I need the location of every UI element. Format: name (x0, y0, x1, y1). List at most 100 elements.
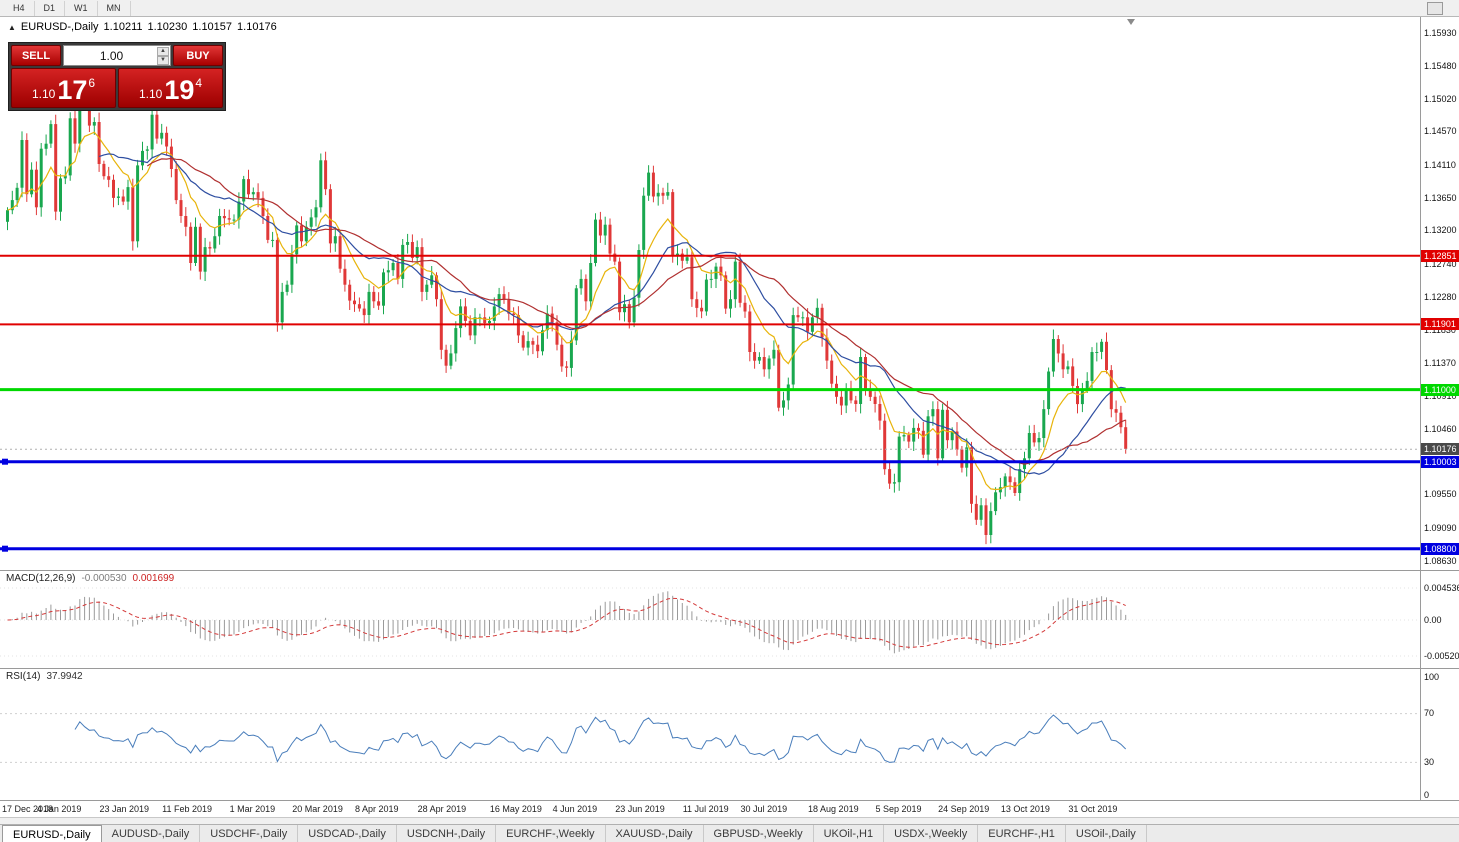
date-label: 13 Oct 2019 (1000, 804, 1050, 814)
date-label: 17 Dec 2018 (2, 804, 54, 814)
chart-tab-ukoil-h1[interactable]: UKOil-,H1 (814, 825, 885, 842)
price-tick: 1.14110 (1424, 160, 1456, 170)
level-price-label: 1.08800 (1421, 543, 1459, 555)
chart-tab-eurusd-daily[interactable]: EURUSD-,Daily (2, 825, 102, 842)
chart-tab-eurchf-h1[interactable]: EURCHF-,H1 (978, 825, 1066, 842)
volume-input[interactable] (64, 47, 170, 64)
chart-tab-gbpusd-weekly[interactable]: GBPUSD-,Weekly (704, 825, 814, 842)
time-axis-separator (0, 800, 1459, 801)
rsi-axis-label: 70 (1424, 708, 1435, 718)
rsi-axis-label: 0 (1424, 790, 1430, 800)
chart-tab-usdcad-daily[interactable]: USDCAD-,Daily (298, 825, 397, 842)
chart-tab-xauusd-daily[interactable]: XAUUSD-,Daily (606, 825, 704, 842)
timeframe-buttons: H4 D1 W1 MN (4, 0, 131, 16)
date-label: 28 Apr 2019 (417, 804, 467, 814)
price-tick: 1.08630 (1424, 556, 1457, 566)
date-label: 4 Jan 2019 (36, 804, 82, 814)
bid-price-big-digits: 17 (57, 75, 88, 105)
volume-field-wrap: ▲ ▼ (63, 45, 171, 66)
current-price-label: 1.10176 (1421, 443, 1459, 455)
chart-ohlc-info: ▲ EURUSD-,Daily 1.10211 1.10230 1.10157 … (8, 21, 282, 33)
bid-price-button[interactable]: 1.10 17 6 (11, 68, 116, 108)
chart-tab-eurchf-weekly[interactable]: EURCHF-,Weekly (496, 825, 606, 842)
chart-tab-usdcnh-daily[interactable]: USDCNH-,Daily (397, 825, 497, 842)
ohlc-open: 1.10211 (103, 21, 143, 33)
macd-indicator-label: MACD(12,26,9) -0.000530 0.001699 (6, 573, 180, 584)
macd-indicator-canvas[interactable] (0, 571, 1420, 668)
price-tick: 1.13650 (1424, 193, 1457, 203)
ohlc-high: 1.10230 (147, 21, 188, 33)
rsi-indicator-canvas[interactable] (0, 669, 1420, 800)
ask-price-prefix: 1.10 (138, 87, 163, 101)
price-tick: 1.10460 (1424, 424, 1457, 434)
volume-down-icon[interactable]: ▼ (157, 56, 169, 65)
rsi-panel-splitter[interactable] (0, 668, 1459, 669)
one-click-trading-panel: SELL ▲ ▼ BUY 1.10 17 6 1.10 19 4 (8, 42, 226, 111)
status-strip (0, 817, 1459, 824)
ohlc-low: 1.10157 (192, 21, 233, 33)
chart-window-background (0, 17, 1459, 817)
date-label: 23 Jan 2019 (99, 804, 150, 814)
price-tick: 1.10910 (1424, 391, 1457, 401)
date-label: 1 Mar 2019 (229, 804, 276, 814)
chart-tab-usdx-weekly[interactable]: USDX-,Weekly (884, 825, 979, 842)
date-label: 24 Sep 2019 (938, 804, 990, 814)
timeframe-toolbar: H4 D1 W1 MN (0, 0, 1459, 17)
buy-button[interactable]: BUY (173, 45, 223, 66)
level-price-label: 1.12851 (1421, 250, 1459, 262)
price-tick: 1.15020 (1424, 94, 1457, 104)
rsi-indicator-label: RSI(14) 37.9942 (6, 671, 89, 682)
rsi-axis-label: 100 (1424, 672, 1440, 682)
volume-spinner: ▲ ▼ (157, 47, 169, 65)
one-click-collapse-icon[interactable]: ▲ (8, 22, 16, 32)
macd-axis-label: 0.00 (1424, 615, 1442, 625)
level-price-label: 1.10003 (1421, 456, 1459, 468)
timeframe-button-w1[interactable]: W1 (65, 0, 98, 16)
ask-price-button[interactable]: 1.10 19 4 (118, 68, 223, 108)
date-label: 31 Oct 2019 (1068, 804, 1118, 814)
macd-main-value: -0.000530 (81, 573, 127, 584)
macd-title: MACD(12,26,9) (6, 573, 76, 584)
price-chart-canvas[interactable] (0, 17, 1420, 570)
price-tick: 1.13200 (1424, 225, 1457, 235)
price-tick: 1.11830 (1424, 325, 1456, 335)
date-label: 11 Jul 2019 (682, 804, 729, 814)
date-label: 30 Jul 2019 (740, 804, 788, 814)
toolbar-end-box[interactable] (1427, 2, 1443, 15)
chart-tab-usoil-daily[interactable]: USOil-,Daily (1066, 825, 1147, 842)
ask-price-big-digits: 19 (164, 75, 195, 105)
time-scale[interactable]: 17 Dec 2018 4 Jan 2019 23 Jan 2019 11 Feb 2… (0, 801, 1459, 817)
timeframe-button-d1[interactable]: D1 (35, 0, 66, 16)
ask-price-pip-digit: 4 (195, 76, 203, 90)
price-tick: 1.14570 (1424, 126, 1457, 136)
chart-tab-usdchf-daily[interactable]: USDCHF-,Daily (200, 825, 299, 842)
date-label: 20 Mar 2019 (292, 804, 343, 814)
price-tick: 1.12740 (1424, 259, 1457, 269)
timeframe-button-mn[interactable]: MN (98, 0, 131, 16)
macd-signal-value: 0.001699 (132, 573, 175, 584)
price-tick: 1.15930 (1424, 28, 1457, 38)
chart-tab-audusd-daily[interactable]: AUDUSD-,Daily (102, 825, 201, 842)
chart-symbol-label: EURUSD-,Daily (20, 21, 99, 33)
level-price-label: 1.11901 (1421, 318, 1459, 330)
price-tick: 1.12280 (1424, 292, 1457, 302)
macd-axis-label: 0.004536 (1424, 583, 1459, 593)
macd-panel-splitter[interactable] (0, 570, 1459, 571)
rsi-title: RSI(14) (6, 671, 41, 682)
bid-price-prefix: 1.10 (31, 87, 56, 101)
date-label: 11 Feb 2019 (162, 804, 213, 814)
volume-up-icon[interactable]: ▲ (157, 47, 169, 56)
price-scale-separator (1420, 17, 1421, 817)
macd-axis-label: -0.00520 (1424, 651, 1459, 661)
date-label: 18 Aug 2019 (808, 804, 859, 814)
bid-price-pip-digit: 6 (88, 76, 96, 90)
chart-shift-marker (1127, 19, 1135, 25)
price-tick: 1.09550 (1424, 489, 1457, 499)
timeframe-button-h4[interactable]: H4 (4, 0, 35, 16)
date-label: 5 Sep 2019 (875, 804, 922, 814)
rsi-value: 37.9942 (46, 671, 83, 682)
ohlc-close: 1.10176 (237, 21, 277, 33)
sell-button[interactable]: SELL (11, 45, 61, 66)
level-price-label: 1.11000 (1421, 384, 1459, 396)
